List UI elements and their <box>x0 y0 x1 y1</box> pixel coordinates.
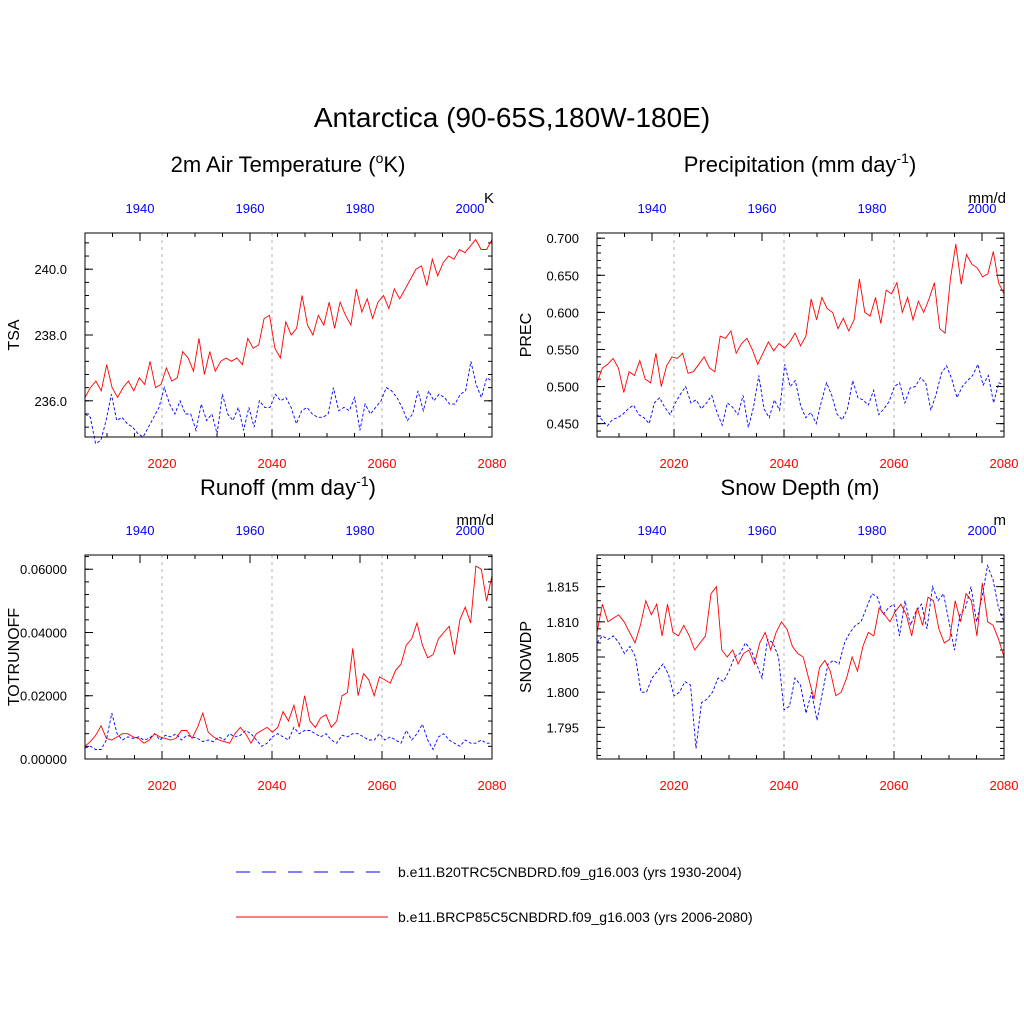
y-tick-label: 1.815 <box>546 580 579 595</box>
panel-title: 2m Air Temperature (oK) <box>171 150 406 177</box>
panel-title-sup: -1 <box>356 473 369 489</box>
top-tick-label: 1980 <box>858 201 887 216</box>
x-tick-label: 2020 <box>148 456 177 471</box>
units-label: mm/d <box>457 512 495 529</box>
series-line-present <box>84 238 493 399</box>
legend-label-past: b.e11.B20TRC5CNBDRD.f09_g16.003 (yrs 193… <box>398 864 742 880</box>
legend-label-present: b.e11.BRCP85C5CNBDRD.f09_g16.003 (yrs 20… <box>398 909 753 925</box>
figure-title: Antarctica (90-65S,180W-180E) <box>314 102 710 133</box>
units-label: K <box>484 190 494 207</box>
top-tick-label: 2000 <box>456 523 485 538</box>
y-tick-label: 0.550 <box>546 342 579 357</box>
panel-title-main: Snow Depth (m) <box>721 475 880 500</box>
series-line-present <box>84 565 493 747</box>
x-tick-label: 2020 <box>660 456 689 471</box>
x-tick-label: 2080 <box>990 778 1019 793</box>
panel-title-end: ) <box>909 152 916 177</box>
top-tick-label: 1960 <box>236 523 265 538</box>
panel-title-main: 2m Air Temperature ( <box>171 152 377 177</box>
y-tick-label: 0.02000 <box>20 689 67 704</box>
panel-title: Snow Depth (m) <box>721 475 880 500</box>
y-tick-label: 0.450 <box>546 417 579 432</box>
panel-title-sup: -1 <box>896 150 909 166</box>
y-tick-label: 238.0 <box>34 328 67 343</box>
series-line-past <box>84 361 493 445</box>
y-tick-label: 0.650 <box>546 268 579 283</box>
top-tick-label: 1940 <box>126 201 155 216</box>
plot-frame <box>596 232 1005 438</box>
chart-panels: 2m Air Temperature (oK) K TSA 2020 2040 2060 2… <box>6 150 1018 793</box>
y-tick-label: 0.06000 <box>20 562 67 577</box>
top-tick-label: 1960 <box>748 201 777 216</box>
x-tick-label: 2040 <box>770 778 799 793</box>
x-tick-label: 2040 <box>258 778 287 793</box>
series-line-present <box>596 244 1005 393</box>
plot-frame <box>84 232 493 438</box>
y-tick-label: 1.810 <box>546 615 579 630</box>
x-tick-label: 2080 <box>478 778 507 793</box>
series-line-past <box>84 712 492 751</box>
legend: b.e11.B20TRC5CNBDRD.f09_g16.003 (yrs 193… <box>236 864 753 925</box>
y-axis-label: TSA <box>6 319 23 350</box>
units-label: mm/d <box>969 190 1007 207</box>
units-label: m <box>994 512 1007 529</box>
y-tick-label: 236.0 <box>34 394 67 409</box>
y-tick-label: 0.04000 <box>20 625 67 640</box>
x-tick-label: 2020 <box>660 778 689 793</box>
chart-panel-tsa: 2m Air Temperature (oK) K TSA 2020 2040 2060 2… <box>6 150 506 471</box>
x-tick-label: 2040 <box>258 456 287 471</box>
top-tick-label: 1980 <box>858 523 887 538</box>
series-line-present <box>596 583 1005 700</box>
top-tick-label: 2000 <box>968 523 997 538</box>
plot-frame <box>84 554 493 760</box>
top-tick-label: 1980 <box>346 523 375 538</box>
chart-panel-snowdp: Snow Depth (m) m SNOWDP 2020 2040 2060 2080 194… <box>518 475 1018 793</box>
top-tick-label: 2000 <box>968 201 997 216</box>
y-tick-label: 1.800 <box>546 685 579 700</box>
top-tick-label: 1940 <box>126 523 155 538</box>
series-line-past <box>596 362 1005 428</box>
plot-frame <box>596 554 1005 760</box>
panel-title-main: Runoff (mm day <box>200 475 356 500</box>
x-tick-label: 2060 <box>880 778 909 793</box>
top-tick-label: 1940 <box>638 201 667 216</box>
y-tick-label: 1.795 <box>546 720 579 735</box>
y-tick-label: 0.600 <box>546 305 579 320</box>
top-tick-label: 1960 <box>236 201 265 216</box>
y-axis-label: PREC <box>518 313 535 357</box>
chart-panel-totrunoff: Runoff (mm day-1) mm/d TOTRUNOFF 2020 2040 20… <box>6 473 506 793</box>
panel-title-sup: o <box>376 150 384 166</box>
series-line-past <box>596 563 1005 749</box>
panel-title-main: Precipitation (mm day <box>684 152 897 177</box>
y-tick-label: 0.500 <box>546 380 579 395</box>
y-axis-label: TOTRUNOFF <box>6 608 23 707</box>
panel-title-end: K) <box>383 152 405 177</box>
y-axis-label: SNOWDP <box>518 621 535 693</box>
x-tick-label: 2080 <box>478 456 507 471</box>
top-tick-label: 1980 <box>346 201 375 216</box>
x-tick-label: 2060 <box>368 456 397 471</box>
x-tick-label: 2020 <box>148 778 177 793</box>
x-tick-label: 2060 <box>880 456 909 471</box>
chart-panel-prec: Precipitation (mm day-1) mm/d PREC 2020 2040… <box>518 150 1018 471</box>
panel-title: Precipitation (mm day-1) <box>684 150 917 177</box>
x-tick-label: 2080 <box>990 456 1019 471</box>
y-tick-label: 0.00000 <box>20 752 67 767</box>
y-tick-label: 0.700 <box>546 231 579 246</box>
x-tick-label: 2040 <box>770 456 799 471</box>
y-tick-label: 240.0 <box>34 262 67 277</box>
y-tick-label: 1.805 <box>546 650 579 665</box>
x-tick-label: 2060 <box>368 778 397 793</box>
top-tick-label: 2000 <box>456 201 485 216</box>
top-tick-label: 1940 <box>638 523 667 538</box>
panel-title-end: ) <box>369 475 376 500</box>
panel-title: Runoff (mm day-1) <box>200 473 376 500</box>
top-tick-label: 1960 <box>748 523 777 538</box>
